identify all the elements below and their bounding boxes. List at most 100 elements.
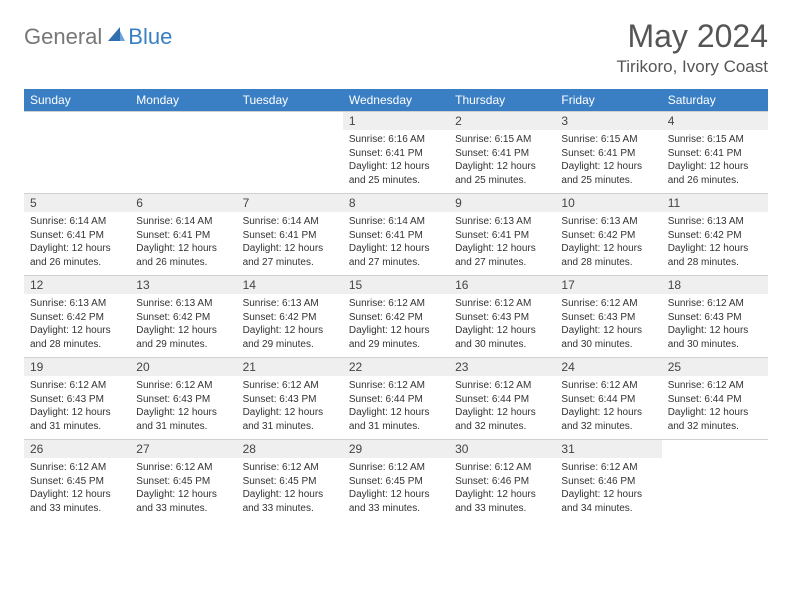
day-number-cell: 12 bbox=[24, 276, 130, 295]
day-number-cell: 30 bbox=[449, 440, 555, 459]
daylight-line: Daylight: 12 hours and 28 minutes. bbox=[30, 324, 124, 351]
sunset-line: Sunset: 6:41 PM bbox=[243, 229, 337, 243]
day-number-cell: 7 bbox=[237, 194, 343, 213]
sunrise-line: Sunrise: 6:12 AM bbox=[668, 297, 762, 311]
day-number-cell: 11 bbox=[662, 194, 768, 213]
calendar-head: SundayMondayTuesdayWednesdayThursdayFrid… bbox=[24, 89, 768, 112]
sunset-line: Sunset: 6:43 PM bbox=[30, 393, 124, 407]
sunset-line: Sunset: 6:41 PM bbox=[455, 229, 549, 243]
detail-row: Sunrise: 6:12 AMSunset: 6:43 PMDaylight:… bbox=[24, 376, 768, 440]
sunset-line: Sunset: 6:43 PM bbox=[455, 311, 549, 325]
sunset-line: Sunset: 6:42 PM bbox=[243, 311, 337, 325]
sunset-line: Sunset: 6:43 PM bbox=[243, 393, 337, 407]
day-detail-cell: Sunrise: 6:14 AMSunset: 6:41 PMDaylight:… bbox=[130, 212, 236, 276]
header: General Blue May 2024 Tirikoro, Ivory Co… bbox=[24, 18, 768, 77]
daylight-line: Daylight: 12 hours and 30 minutes. bbox=[455, 324, 549, 351]
daylight-line: Daylight: 12 hours and 34 minutes. bbox=[561, 488, 655, 515]
daylight-line: Daylight: 12 hours and 25 minutes. bbox=[561, 160, 655, 187]
daylight-line: Daylight: 12 hours and 27 minutes. bbox=[243, 242, 337, 269]
sunrise-line: Sunrise: 6:13 AM bbox=[136, 297, 230, 311]
daylight-line: Daylight: 12 hours and 29 minutes. bbox=[243, 324, 337, 351]
title-block: May 2024 Tirikoro, Ivory Coast bbox=[617, 18, 768, 77]
sunrise-line: Sunrise: 6:12 AM bbox=[455, 297, 549, 311]
day-detail-cell: Sunrise: 6:12 AMSunset: 6:46 PMDaylight:… bbox=[555, 458, 661, 521]
month-title: May 2024 bbox=[617, 18, 768, 55]
day-number-cell: 27 bbox=[130, 440, 236, 459]
day-number-cell: 1 bbox=[343, 112, 449, 131]
day-detail-cell: Sunrise: 6:12 AMSunset: 6:45 PMDaylight:… bbox=[237, 458, 343, 521]
daylight-line: Daylight: 12 hours and 31 minutes. bbox=[349, 406, 443, 433]
sunrise-line: Sunrise: 6:12 AM bbox=[243, 461, 337, 475]
daylight-line: Daylight: 12 hours and 26 minutes. bbox=[668, 160, 762, 187]
sunset-line: Sunset: 6:41 PM bbox=[668, 147, 762, 161]
day-number-cell: 22 bbox=[343, 358, 449, 377]
weekday-header: Wednesday bbox=[343, 89, 449, 112]
detail-row: Sunrise: 6:13 AMSunset: 6:42 PMDaylight:… bbox=[24, 294, 768, 358]
day-number-cell: 15 bbox=[343, 276, 449, 295]
day-detail-cell: Sunrise: 6:15 AMSunset: 6:41 PMDaylight:… bbox=[449, 130, 555, 194]
sunset-line: Sunset: 6:46 PM bbox=[455, 475, 549, 489]
daylight-line: Daylight: 12 hours and 28 minutes. bbox=[668, 242, 762, 269]
day-number-cell bbox=[662, 440, 768, 459]
day-number-cell: 21 bbox=[237, 358, 343, 377]
logo-text-blue: Blue bbox=[128, 24, 172, 50]
daynum-row: 262728293031 bbox=[24, 440, 768, 459]
day-number-cell bbox=[24, 112, 130, 131]
sunrise-line: Sunrise: 6:12 AM bbox=[561, 297, 655, 311]
day-number-cell: 10 bbox=[555, 194, 661, 213]
daylight-line: Daylight: 12 hours and 26 minutes. bbox=[136, 242, 230, 269]
sunset-line: Sunset: 6:45 PM bbox=[30, 475, 124, 489]
daylight-line: Daylight: 12 hours and 27 minutes. bbox=[349, 242, 443, 269]
sunrise-line: Sunrise: 6:12 AM bbox=[136, 461, 230, 475]
day-detail-cell: Sunrise: 6:12 AMSunset: 6:45 PMDaylight:… bbox=[24, 458, 130, 521]
day-number-cell: 18 bbox=[662, 276, 768, 295]
sunrise-line: Sunrise: 6:12 AM bbox=[30, 379, 124, 393]
logo-sail-icon bbox=[106, 25, 126, 50]
day-detail-cell: Sunrise: 6:15 AMSunset: 6:41 PMDaylight:… bbox=[555, 130, 661, 194]
day-number-cell: 2 bbox=[449, 112, 555, 131]
sunset-line: Sunset: 6:41 PM bbox=[349, 147, 443, 161]
sunrise-line: Sunrise: 6:14 AM bbox=[136, 215, 230, 229]
daylight-line: Daylight: 12 hours and 31 minutes. bbox=[30, 406, 124, 433]
sunrise-line: Sunrise: 6:12 AM bbox=[455, 461, 549, 475]
day-number-cell: 26 bbox=[24, 440, 130, 459]
day-number-cell: 13 bbox=[130, 276, 236, 295]
daylight-line: Daylight: 12 hours and 32 minutes. bbox=[668, 406, 762, 433]
daylight-line: Daylight: 12 hours and 29 minutes. bbox=[136, 324, 230, 351]
day-number-cell: 14 bbox=[237, 276, 343, 295]
detail-row: Sunrise: 6:12 AMSunset: 6:45 PMDaylight:… bbox=[24, 458, 768, 521]
daylight-line: Daylight: 12 hours and 32 minutes. bbox=[561, 406, 655, 433]
day-number-cell bbox=[237, 112, 343, 131]
sunset-line: Sunset: 6:42 PM bbox=[349, 311, 443, 325]
day-detail-cell: Sunrise: 6:12 AMSunset: 6:43 PMDaylight:… bbox=[237, 376, 343, 440]
daylight-line: Daylight: 12 hours and 33 minutes. bbox=[136, 488, 230, 515]
day-detail-cell: Sunrise: 6:12 AMSunset: 6:42 PMDaylight:… bbox=[343, 294, 449, 358]
calendar-body: 1234Sunrise: 6:16 AMSunset: 6:41 PMDayli… bbox=[24, 112, 768, 522]
day-detail-cell: Sunrise: 6:13 AMSunset: 6:42 PMDaylight:… bbox=[237, 294, 343, 358]
sunset-line: Sunset: 6:42 PM bbox=[668, 229, 762, 243]
daylight-line: Daylight: 12 hours and 25 minutes. bbox=[455, 160, 549, 187]
day-number-cell: 25 bbox=[662, 358, 768, 377]
sunrise-line: Sunrise: 6:12 AM bbox=[349, 379, 443, 393]
daylight-line: Daylight: 12 hours and 30 minutes. bbox=[561, 324, 655, 351]
day-detail-cell: Sunrise: 6:12 AMSunset: 6:46 PMDaylight:… bbox=[449, 458, 555, 521]
weekday-header: Friday bbox=[555, 89, 661, 112]
sunrise-line: Sunrise: 6:12 AM bbox=[561, 379, 655, 393]
sunset-line: Sunset: 6:45 PM bbox=[136, 475, 230, 489]
day-detail-cell: Sunrise: 6:16 AMSunset: 6:41 PMDaylight:… bbox=[343, 130, 449, 194]
sunrise-line: Sunrise: 6:14 AM bbox=[349, 215, 443, 229]
daynum-row: 19202122232425 bbox=[24, 358, 768, 377]
day-detail-cell: Sunrise: 6:14 AMSunset: 6:41 PMDaylight:… bbox=[237, 212, 343, 276]
sunrise-line: Sunrise: 6:13 AM bbox=[668, 215, 762, 229]
weekday-header: Thursday bbox=[449, 89, 555, 112]
logo: General Blue bbox=[24, 18, 172, 50]
daylight-line: Daylight: 12 hours and 30 minutes. bbox=[668, 324, 762, 351]
sunrise-line: Sunrise: 6:13 AM bbox=[455, 215, 549, 229]
day-number-cell: 6 bbox=[130, 194, 236, 213]
day-detail-cell: Sunrise: 6:13 AMSunset: 6:42 PMDaylight:… bbox=[130, 294, 236, 358]
day-detail-cell: Sunrise: 6:12 AMSunset: 6:44 PMDaylight:… bbox=[449, 376, 555, 440]
sunrise-line: Sunrise: 6:12 AM bbox=[243, 379, 337, 393]
day-detail-cell: Sunrise: 6:12 AMSunset: 6:43 PMDaylight:… bbox=[555, 294, 661, 358]
sunset-line: Sunset: 6:41 PM bbox=[349, 229, 443, 243]
weekday-header: Monday bbox=[130, 89, 236, 112]
